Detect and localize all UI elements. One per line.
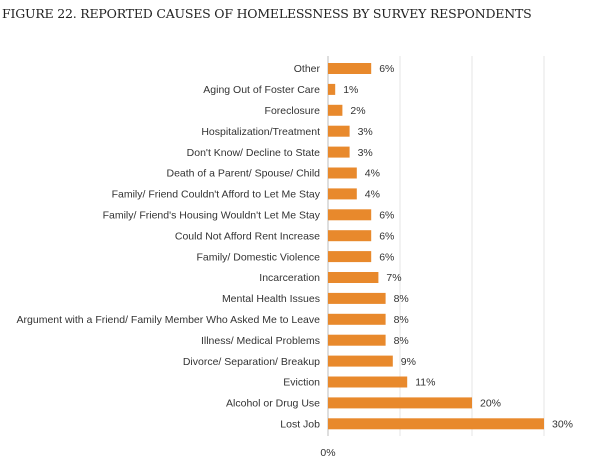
data-label: 6% — [379, 251, 394, 263]
category-label: Aging Out of Foster Care — [203, 84, 320, 96]
bar — [328, 188, 357, 200]
category-label: Eviction — [283, 377, 320, 389]
bar — [328, 272, 379, 283]
data-label: 4% — [365, 189, 380, 201]
category-label: Family/ Friend's Housing Wouldn't Let Me… — [103, 210, 321, 222]
x-tick-label: 0% — [320, 447, 335, 459]
data-label: 3% — [358, 147, 373, 159]
bar — [328, 251, 372, 263]
data-label: 3% — [358, 126, 373, 138]
bar — [328, 355, 393, 367]
data-label: 8% — [394, 314, 409, 326]
bar — [328, 146, 350, 158]
bar — [328, 313, 386, 325]
category-label: Foreclosure — [265, 105, 321, 117]
category-label: Death of a Parent/ Spouse/ Child — [166, 168, 320, 180]
data-label: 6% — [379, 230, 394, 242]
category-label: Don't Know/ Decline to State — [187, 147, 320, 159]
data-label: 6% — [379, 63, 394, 75]
data-label: 7% — [386, 272, 401, 284]
category-label: Mental Health Issues — [222, 293, 320, 305]
data-label: 6% — [379, 210, 394, 222]
bar — [328, 418, 544, 430]
bar — [328, 209, 372, 221]
bar — [328, 292, 386, 304]
category-label: Incarceration — [259, 272, 320, 284]
category-label: Hospitalization/Treatment — [201, 126, 320, 138]
bar — [328, 83, 336, 95]
bar — [328, 125, 350, 137]
data-label: 4% — [365, 168, 380, 180]
category-label: Family/ Friend Couldn't Afford to Let Me… — [112, 189, 321, 201]
category-label: Could Not Afford Rent Increase — [175, 230, 320, 242]
data-label: 30% — [552, 419, 573, 431]
bar — [328, 167, 357, 179]
chart-title: FIGURE 22. REPORTED CAUSES OF HOMELESSNE… — [2, 6, 532, 21]
bar — [328, 334, 386, 346]
bar — [328, 230, 372, 242]
data-label: 8% — [394, 335, 409, 347]
data-label: 20% — [480, 398, 501, 410]
data-label: 8% — [394, 293, 409, 305]
bar — [328, 104, 343, 116]
bar — [328, 63, 372, 74]
category-label: Family/ Domestic Violence — [196, 251, 320, 263]
data-label: 9% — [401, 356, 416, 368]
category-label: Argument with a Friend/ Family Member Wh… — [17, 314, 321, 326]
data-label: 11% — [415, 377, 435, 389]
data-label: 1% — [343, 84, 358, 96]
category-label: Other — [294, 63, 321, 75]
bar — [328, 397, 472, 409]
category-label: Lost Job — [280, 419, 320, 431]
data-label: 2% — [350, 105, 365, 117]
category-label: Illness/ Medical Problems — [201, 335, 320, 347]
bar — [328, 376, 408, 388]
category-label: Alcohol or Drug Use — [226, 398, 320, 410]
category-label: Divorce/ Separation/ Breakup — [183, 356, 320, 368]
